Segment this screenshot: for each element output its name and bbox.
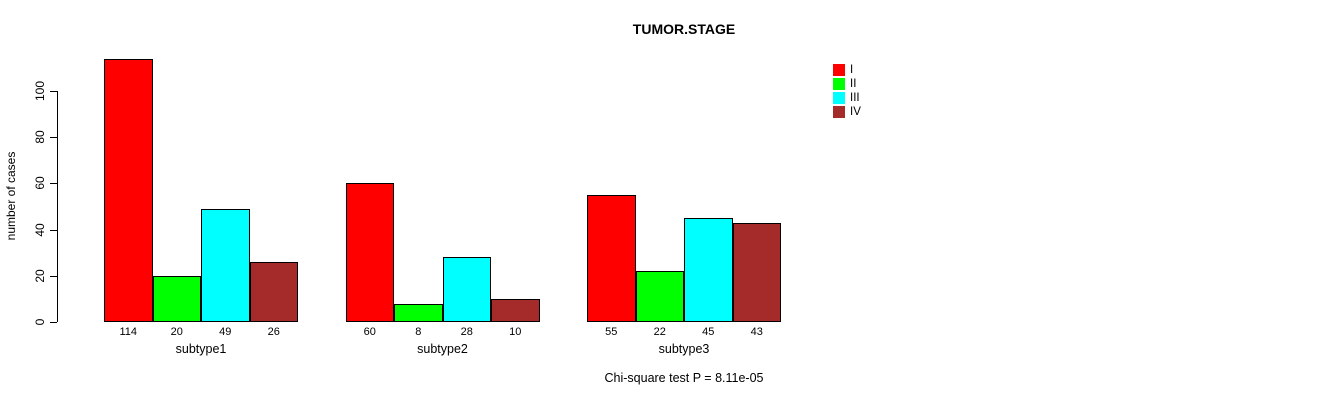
bar (442, 257, 491, 322)
bar (491, 298, 540, 322)
y-tick-mark (50, 275, 57, 277)
category-label: subtype1 (175, 342, 227, 356)
y-tick-label: 100 (33, 80, 47, 102)
bar (345, 183, 394, 322)
bar (587, 194, 636, 322)
bar-value-label: 20 (170, 326, 183, 338)
legend: I II III IV (833, 63, 861, 119)
legend-swatch (833, 106, 845, 118)
legend-swatch (833, 64, 845, 76)
bar-value-label: 45 (702, 326, 715, 338)
bar (635, 271, 684, 322)
category-label: subtype3 (658, 342, 710, 356)
bar-value-label: 8 (415, 326, 422, 338)
chart-title: TUMOR.STAGE (632, 21, 736, 37)
legend-item: I (833, 63, 861, 77)
bar (732, 222, 781, 322)
legend-label: I (850, 64, 854, 76)
bar-value-label: 60 (363, 326, 376, 338)
y-tick-mark (50, 91, 57, 92)
bar (201, 208, 250, 322)
bar (684, 218, 733, 322)
legend-item: III (833, 91, 861, 105)
bar-value-label: 49 (219, 326, 232, 338)
legend-swatch (833, 78, 845, 90)
bar-value-label: 114 (119, 326, 138, 338)
y-axis-line (57, 91, 58, 322)
annotation-text: Chi-square test P = 8.11e-05 (604, 371, 764, 385)
y-tick-label: 20 (33, 269, 47, 283)
y-tick-mark (50, 322, 57, 323)
legend-item: II (833, 77, 861, 91)
y-tick-mark (50, 183, 57, 185)
bar (152, 275, 201, 322)
bar-value-label: 55 (605, 326, 618, 338)
bar-value-label: 26 (267, 326, 280, 338)
legend-label: II (850, 78, 857, 90)
bar-value-label: 28 (460, 326, 473, 338)
bar (249, 261, 298, 322)
legend-label: IV (850, 106, 861, 118)
y-tick-label: 0 (33, 318, 47, 326)
y-tick-label: 80 (33, 130, 47, 144)
bar-value-label: 22 (653, 326, 666, 338)
y-tick-label: 40 (33, 222, 47, 237)
legend-item: IV (833, 105, 861, 119)
bar-value-label: 10 (509, 326, 522, 338)
legend-swatch (833, 92, 845, 104)
category-label: subtype2 (417, 342, 468, 356)
y-tick-mark (50, 229, 57, 231)
bar (394, 303, 443, 322)
y-tick-mark (50, 137, 57, 139)
bar-value-label: 43 (750, 326, 763, 338)
y-axis-title: number of cases (4, 151, 18, 241)
y-tick-label: 60 (33, 176, 47, 191)
legend-label: III (850, 92, 860, 104)
bar (104, 58, 153, 322)
